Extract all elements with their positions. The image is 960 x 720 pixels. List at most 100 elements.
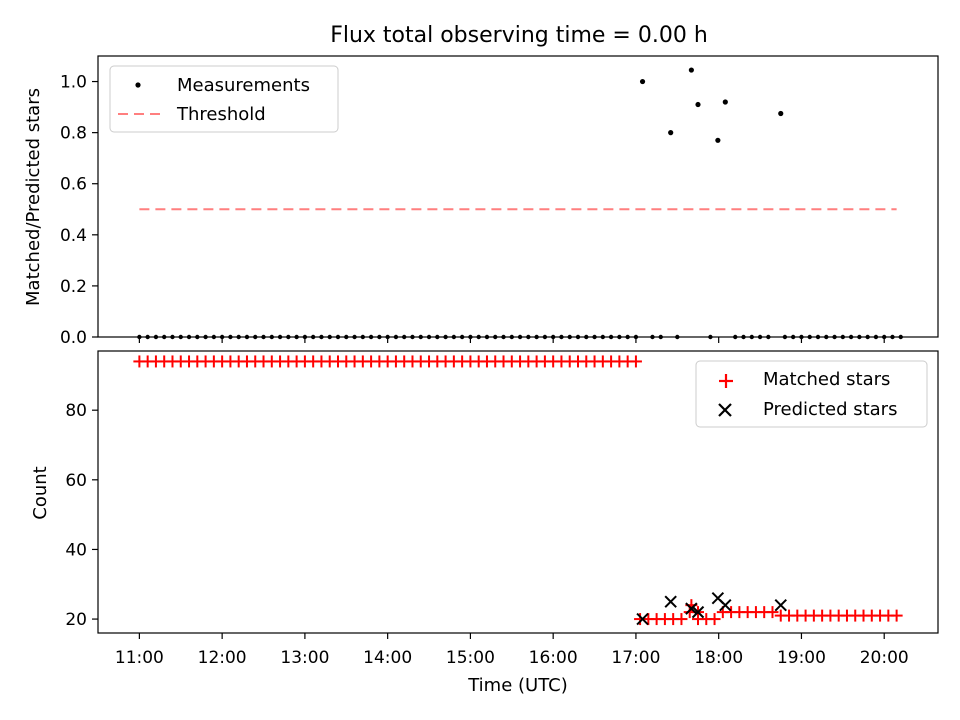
predicted-star-b bbox=[636, 612, 649, 626]
bottom-ytick-label: 40 bbox=[65, 540, 87, 560]
measurement-point bbox=[178, 334, 183, 340]
top-ytick-label: 0.0 bbox=[60, 328, 87, 348]
chart-title: Flux total observing time = 0.00 h bbox=[330, 23, 708, 48]
measurement-point bbox=[269, 334, 274, 340]
measurement-point bbox=[277, 334, 283, 340]
measurement-point bbox=[534, 334, 539, 340]
predicted-star-b bbox=[664, 595, 677, 608]
measurement-point bbox=[228, 334, 233, 340]
measurement-point bbox=[550, 334, 556, 340]
measurement-point bbox=[203, 334, 208, 340]
measurement-point bbox=[368, 334, 374, 340]
xtick-label: 14:00 bbox=[363, 648, 412, 668]
xtick-label: 11:00 bbox=[115, 648, 164, 668]
top-ytick-label: 0.6 bbox=[60, 175, 87, 195]
predicted-star bbox=[664, 595, 677, 608]
measurement-point bbox=[501, 334, 506, 340]
legend-label-threshold: Threshold bbox=[176, 104, 266, 125]
predicted-star bbox=[719, 598, 732, 612]
legend-label-predicted: Predicted stars bbox=[763, 399, 897, 420]
measurement-point bbox=[459, 334, 465, 340]
matched-star bbox=[890, 609, 903, 622]
measurement-point bbox=[688, 67, 694, 73]
bottom-legend: Matched stars Predicted stars bbox=[695, 360, 928, 428]
xtick-label: 15:00 bbox=[446, 648, 495, 668]
bottom-x-axis: 11:00 12:00 13:00 14:00 15:00 16:00 17:00 18:00… bbox=[115, 633, 909, 668]
measurement-point bbox=[418, 334, 423, 340]
measurement-point bbox=[517, 334, 523, 340]
measurement-point bbox=[890, 334, 895, 340]
xtick-label: 12:00 bbox=[198, 648, 247, 668]
measurement-point bbox=[261, 334, 266, 340]
measurement-point bbox=[145, 334, 150, 340]
matched-star bbox=[708, 613, 721, 626]
measurement-point bbox=[782, 334, 788, 340]
measurement-point bbox=[219, 334, 225, 340]
measurement-point bbox=[352, 334, 357, 340]
measurement-point bbox=[898, 334, 903, 340]
measurement-point bbox=[633, 334, 639, 340]
measurement-point bbox=[335, 334, 341, 340]
measurement-point bbox=[592, 334, 597, 340]
legend-label-matched: Matched stars bbox=[763, 369, 890, 390]
legend-label-measurements: Measurements bbox=[177, 75, 310, 96]
measurement-point bbox=[778, 110, 784, 117]
measurement-point bbox=[575, 334, 581, 340]
measurement-points bbox=[137, 67, 903, 340]
measurement-point bbox=[162, 334, 167, 340]
measurement-point bbox=[170, 334, 175, 340]
measurement-point bbox=[639, 78, 646, 85]
measurement-point bbox=[715, 137, 721, 143]
measurement-point bbox=[211, 334, 217, 340]
predicted-star-b bbox=[774, 598, 787, 612]
predicted-star bbox=[685, 602, 698, 615]
measurement-point bbox=[757, 334, 763, 340]
bottom-axes-frame bbox=[97, 350, 939, 634]
bottom-y-label: Count bbox=[30, 466, 51, 519]
measurement-point bbox=[766, 334, 771, 340]
measurement-point bbox=[708, 334, 713, 340]
measurement-point bbox=[815, 334, 821, 340]
measurement-point bbox=[385, 334, 390, 340]
measurement-point bbox=[722, 99, 728, 105]
measurement-point bbox=[799, 334, 804, 340]
measurement-point bbox=[749, 334, 754, 340]
measurement-point bbox=[426, 334, 432, 340]
measurement-point bbox=[410, 334, 415, 340]
measurement-point bbox=[608, 334, 614, 340]
measurement-point bbox=[186, 334, 192, 340]
measurement-point bbox=[451, 334, 457, 340]
measurement-point bbox=[509, 334, 514, 340]
top-y-axis: 0.0 0.2 0.4 0.6 0.8 1.0 bbox=[60, 73, 98, 348]
measurement-point bbox=[468, 334, 473, 340]
xtick-label: 20:00 bbox=[860, 648, 909, 668]
top-legend: Measurements Threshold bbox=[109, 65, 339, 133]
measurement-point bbox=[327, 334, 332, 340]
predicted-star-b bbox=[691, 605, 705, 619]
bottom-ytick-label: 80 bbox=[65, 401, 87, 421]
top-ytick-label: 0.2 bbox=[60, 277, 87, 297]
xtick-label: 18:00 bbox=[694, 648, 743, 668]
measurement-point bbox=[195, 334, 200, 340]
measurement-point bbox=[244, 334, 250, 340]
measurement-point bbox=[310, 334, 316, 340]
measurement-point bbox=[559, 334, 564, 340]
measurement-point bbox=[807, 334, 812, 340]
measurement-point bbox=[286, 334, 291, 340]
predicted-star bbox=[774, 598, 787, 612]
measurement-point bbox=[857, 334, 862, 340]
matched-star bbox=[766, 606, 779, 619]
measurement-point bbox=[882, 334, 887, 340]
measurement-point bbox=[625, 334, 630, 340]
measurement-point bbox=[344, 334, 349, 340]
top-ytick-label: 0.8 bbox=[60, 124, 87, 144]
xtick-label: 17:00 bbox=[611, 648, 660, 668]
legend-marker-measurements bbox=[135, 82, 141, 88]
predicted-star-b bbox=[685, 602, 698, 615]
measurement-point bbox=[253, 334, 258, 340]
xtick-label: 13:00 bbox=[280, 648, 329, 668]
measurement-point bbox=[443, 334, 448, 340]
measurement-point bbox=[402, 334, 407, 340]
